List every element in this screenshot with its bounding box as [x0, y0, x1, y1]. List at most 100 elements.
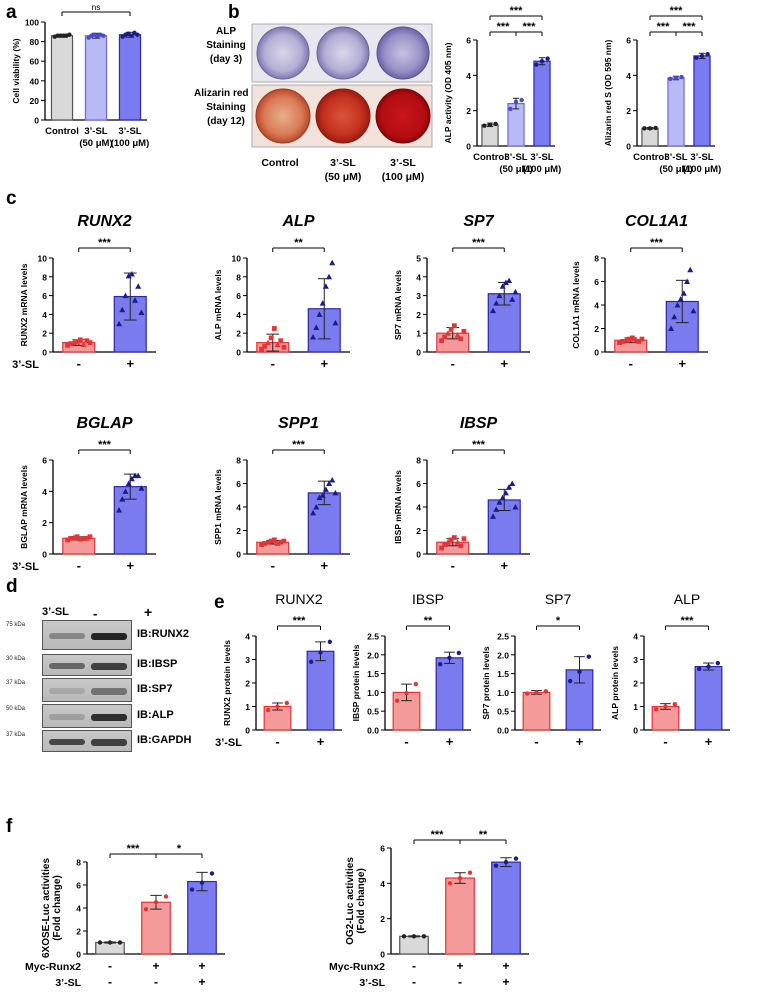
data-point-c_ibsp-0-1	[442, 542, 448, 547]
data-point-c_bglap-0-1	[68, 535, 74, 541]
data-point-c_col1a1-1-6	[687, 266, 694, 273]
x-tick-label-b_alp-0-0: Control	[473, 152, 507, 163]
data-point-c_bglap-1-6	[135, 472, 142, 479]
data-point-b_ars-2-1	[699, 53, 705, 59]
staining-images: ALP Staining (day 3) Alizarin red S Stai…	[194, 23, 433, 183]
data-point-f_og2-0-1	[411, 934, 417, 939]
y-tick-label-c_sp7-4: 4	[416, 272, 421, 282]
data-point-e_runx2-1-2	[327, 639, 333, 645]
data-point-e_alp-0-1	[663, 704, 668, 709]
wb-band-box-3	[42, 704, 132, 728]
row-label-f_og2-0: Myc-Runx2	[329, 961, 385, 973]
data-point-e_ibsp-0-2	[413, 681, 419, 687]
chart-title-e_ibsp: IBSP	[412, 591, 444, 607]
group-label-c_runx2: 3’-SL	[12, 359, 39, 371]
chart-b_ars: 0 2 4 6 Alizarin red S (OD 595 nm) *** *** *** C…	[603, 5, 721, 175]
row-value-f_6xose-0-0: -	[108, 959, 112, 973]
y-tick-label-c_spp1-1: 2	[236, 526, 241, 536]
x-tick-label-b_alp-2-1: (100 μM)	[523, 164, 562, 175]
y-tick-label-f_og2-1: 2	[380, 914, 385, 924]
y-label-c_bglap: BGLAP mRNA levels	[19, 465, 29, 549]
sig-label-c_alp-0: **	[294, 237, 303, 249]
data-point-c_spp1-0-4	[271, 537, 277, 543]
data-point-f_6xose-1-1	[153, 900, 159, 905]
y-tick-label-e_sp7-0: 0.0	[497, 726, 509, 736]
data-point-e_sp7-0-2	[543, 689, 549, 694]
data-point-b_ars-0-2	[653, 125, 658, 131]
y-tick-label-c_sp7-5: 5	[416, 254, 421, 264]
data-point-c_col1a1-0-6	[636, 339, 642, 344]
y-tick-label-c_runx2-2: 4	[42, 310, 47, 320]
y-tick-label-c_col1a1-3: 6	[594, 277, 599, 287]
chart-a: 0 20 40 60 80 100 Cell viability (%) ns Control 3…	[11, 2, 149, 149]
y-tick-label-e_ibsp-5: 2.5	[367, 632, 379, 642]
data-point-c_sp7-0-2	[444, 330, 451, 336]
y-tick-label-c_ibsp-4: 8	[416, 456, 421, 466]
chart-title-c_ibsp: IBSP	[460, 415, 498, 432]
data-point-c_alp-0-1	[262, 343, 268, 349]
data-point-e_alp-1-1	[706, 664, 711, 669]
x-tick-label-b_ars-2-1: (100 μM)	[683, 164, 722, 175]
data-point-c_runx2-1-6	[135, 283, 142, 289]
data-point-b_alp-1-2	[519, 97, 524, 103]
y-tick-label-c_spp1-3: 6	[236, 479, 241, 489]
data-point-f_og2-0-0	[401, 934, 407, 939]
data-point-b_ars-0-0	[642, 126, 647, 131]
wb-band-box-4	[42, 730, 132, 752]
chart-title-e_alp: ALP	[674, 591, 700, 607]
data-point-c_ibsp-0-7	[461, 536, 467, 542]
bar-f_og2-2	[491, 861, 521, 955]
bar-b_ars-0	[641, 127, 659, 147]
data-point-c_bglap-0-7	[87, 534, 93, 540]
data-point-e_runx2-1-0	[308, 659, 314, 665]
y-tick-label-e_sp7-1: 0.5	[497, 707, 509, 717]
data-point-c_spp1-1-6	[329, 476, 336, 483]
row-value-f_og2-0-1: +	[456, 959, 463, 973]
data-point-c_sp7-0-0	[439, 338, 444, 344]
data-point-c_sp7-1-0	[490, 307, 497, 314]
y-tick-label-e_runx2-1: 1	[245, 702, 250, 712]
x-tick-label-c_alp-0: -	[271, 356, 275, 371]
data-point-f_og2-1-1	[457, 875, 463, 881]
data-point-c_ibsp-0-3	[448, 537, 454, 543]
data-point-c_spp1-1-4	[322, 486, 329, 492]
y-tick-label-c_sp7-0: 0	[416, 348, 421, 358]
y-tick-label-a-3: 60	[30, 57, 40, 67]
sig-label-e_ibsp-0: **	[424, 615, 433, 627]
y-label-c_sp7: SP7 mRNA levels	[393, 270, 403, 340]
panel-label-d: d	[6, 576, 18, 597]
data-point-a-2-3	[129, 33, 134, 38]
wb-band-plus-3	[91, 713, 127, 721]
y-tick-label-e_runx2-2: 2	[245, 679, 250, 689]
data-point-b_alp-2-2	[545, 56, 550, 61]
x-tick-label-a-1-1: (50 μM)	[79, 138, 112, 149]
y-tick-label-c_alp-3: 6	[236, 291, 241, 301]
y-label-text-c_sp7-0: SP7 mRNA levels	[393, 270, 403, 340]
y-label-text-c_bglap-0: BGLAP mRNA levels	[19, 465, 29, 549]
y-label-c_ibsp: IBSP mRNA levels	[393, 470, 403, 544]
wb-marker-2: 37 kDa	[6, 680, 26, 686]
x-tick-label-b_alp-2-0: 3’-SL	[530, 152, 553, 163]
wb-band-box-0	[42, 620, 132, 650]
bar-b_alp-0	[481, 124, 499, 147]
y-tick-label-e_ibsp-4: 2.0	[367, 650, 379, 660]
data-point-c_alp-0-2	[264, 339, 271, 346]
wb-marker-3: 50 kDa	[6, 706, 26, 712]
y-label-text-f_og2-1: (Fold change)	[356, 868, 367, 934]
data-point-b_ars-1-0	[668, 76, 673, 82]
data-point-c_ibsp-0-4	[451, 535, 457, 540]
y-label-c_alp: ALP mRNA levels	[213, 269, 223, 340]
y-tick-label-b_ars-1: 2	[626, 106, 631, 116]
x-tick-label-e_sp7-0: -	[534, 734, 538, 749]
data-point-c_runx2-0-1	[68, 341, 74, 346]
y-label-c_col1a1: COL1A1 mRNA levels	[571, 261, 581, 349]
data-point-c_ibsp-1-7	[512, 504, 519, 510]
y-label-text-a-0: Cell viability (%)	[11, 38, 21, 103]
data-point-c_ibsp-1-5	[506, 484, 513, 490]
alp-staining-label-3: (day 3)	[210, 54, 242, 65]
data-point-e_runx2-0-0	[265, 707, 271, 713]
alp-staining-label-2: Staining	[206, 40, 245, 51]
data-point-c_runx2-0-6	[84, 338, 90, 344]
ars-well-50	[315, 88, 371, 144]
data-point-c_spp1-0-6	[278, 539, 284, 545]
